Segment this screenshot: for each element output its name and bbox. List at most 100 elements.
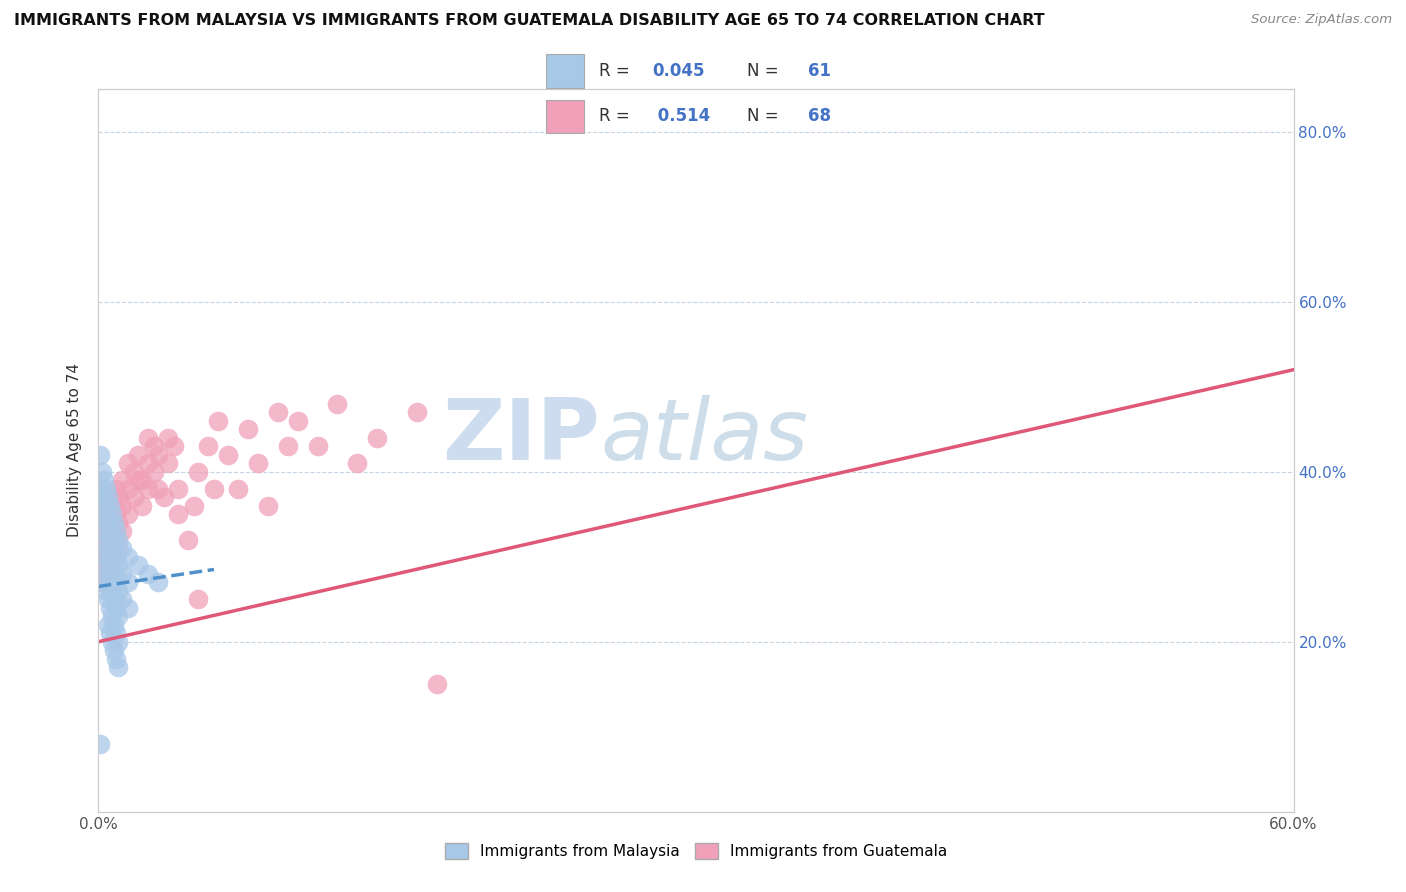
Point [97,592,120,607]
FancyBboxPatch shape [546,54,583,87]
Point [117,575,139,590]
Point [157,456,180,470]
Point [93,549,115,564]
Point [91,507,114,521]
Point [187,465,209,479]
Point [105,600,128,615]
Point [226,482,249,496]
Point [111,473,134,487]
Point [101,609,124,624]
Point [117,549,139,564]
Point [97,499,120,513]
Point [107,516,129,530]
Point [136,482,159,496]
Point [117,456,139,470]
Point [96,482,118,496]
Point [148,575,170,590]
Point [143,465,166,479]
Point [105,524,128,539]
Point [136,456,159,470]
Point [93,499,115,513]
Point [217,448,239,462]
Point [366,431,388,445]
Point [111,541,134,556]
Point [105,626,128,640]
Point [246,456,269,470]
Point [1362,142,1385,156]
Point [101,541,124,556]
Point [167,482,190,496]
Point [153,490,176,504]
Point [101,490,124,504]
Point [96,533,118,547]
Text: N =: N = [747,62,783,80]
Point [103,516,125,530]
Point [105,533,128,547]
Point [96,583,118,598]
Point [98,600,122,615]
Point [96,507,118,521]
Point [89,482,111,496]
Point [89,499,111,513]
Point [127,558,149,573]
Point [183,499,205,513]
Text: 0.514: 0.514 [652,107,710,125]
Point [426,677,449,691]
Point [105,651,128,665]
Point [111,592,134,607]
Point [197,439,219,453]
Point [117,482,139,496]
Point [107,558,129,573]
Point [307,439,329,453]
Text: R =: R = [599,107,636,125]
Point [97,524,120,539]
Point [101,634,124,648]
Point [91,490,114,504]
Text: ZIP: ZIP [443,394,600,477]
Point [98,626,122,640]
Point [103,549,125,564]
Point [103,499,125,513]
Point [143,439,166,453]
Point [131,473,153,487]
Y-axis label: Disability Age 65 to 74: Disability Age 65 to 74 [67,363,83,538]
Point [98,575,122,590]
Point [111,566,134,581]
Point [107,490,129,504]
Point [97,516,120,530]
Point [187,592,209,607]
Point [96,516,118,530]
Point [91,465,114,479]
Point [96,566,118,581]
Point [93,558,115,573]
Point [111,499,134,513]
Point [97,490,120,504]
Point [98,507,122,521]
Point [105,575,128,590]
Point [98,549,122,564]
Point [89,448,111,462]
Point [103,541,125,556]
Point [93,524,115,539]
Text: 61: 61 [807,62,831,80]
Text: Source: ZipAtlas.com: Source: ZipAtlas.com [1251,13,1392,27]
Point [101,583,124,598]
Point [127,448,149,462]
Legend: Immigrants from Malaysia, Immigrants from Guatemala: Immigrants from Malaysia, Immigrants fro… [439,838,953,865]
Point [131,499,153,513]
Point [406,405,429,419]
Point [97,566,120,581]
Point [107,660,129,674]
Point [103,617,125,632]
Point [97,549,120,564]
Point [136,431,159,445]
Point [111,524,134,539]
Point [103,566,125,581]
Text: atlas: atlas [600,394,808,477]
Point [267,405,290,419]
Point [101,516,124,530]
Point [163,439,186,453]
Text: IMMIGRANTS FROM MALAYSIA VS IMMIGRANTS FROM GUATEMALA DISABILITY AGE 65 TO 74 CO: IMMIGRANTS FROM MALAYSIA VS IMMIGRANTS F… [14,13,1045,29]
Point [326,397,349,411]
Point [105,482,128,496]
